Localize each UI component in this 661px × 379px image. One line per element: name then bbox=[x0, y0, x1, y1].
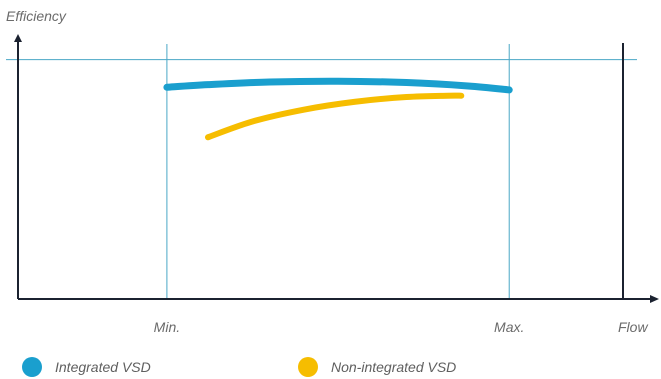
legend: Integrated VSD Non-integrated VSD bbox=[22, 357, 456, 377]
series-layer bbox=[163, 77, 513, 141]
axis-layer bbox=[14, 34, 659, 303]
series-line-1 bbox=[204, 92, 465, 141]
legend-label-integrated: Integrated VSD bbox=[55, 359, 151, 375]
y-axis-arrow-icon bbox=[14, 34, 22, 42]
x-tick-label-0: Min. bbox=[154, 319, 180, 335]
legend-swatch-non-integrated bbox=[298, 357, 318, 377]
y-axis-label: Efficiency bbox=[6, 8, 67, 24]
x-tick-labels: Min. Max. bbox=[154, 319, 525, 335]
legend-swatch-integrated bbox=[22, 357, 42, 377]
x-tick-label-1: Max. bbox=[494, 319, 524, 335]
series-line-0 bbox=[163, 77, 513, 94]
x-axis-arrow-icon bbox=[650, 295, 659, 303]
legend-label-non-integrated: Non-integrated VSD bbox=[331, 359, 456, 375]
x-axis-label: Flow bbox=[618, 319, 648, 335]
